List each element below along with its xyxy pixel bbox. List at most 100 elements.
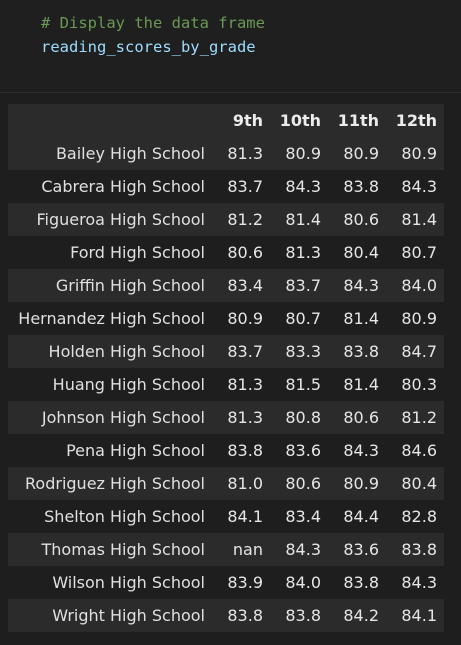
table-cell: 80.3 [401,375,437,394]
table-cell: 84.7 [401,342,437,361]
table-row: Ford High School 80.6 81.3 80.4 80.7 [8,236,444,269]
table-cell: 83.4 [227,276,263,295]
table-row: Wilson High School 83.9 84.0 83.8 84.3 [8,566,444,599]
table-cell: 81.0 [227,474,263,493]
table-cell: 83.7 [227,342,263,361]
column-header-10th: 10th [279,111,321,130]
column-header-12th: 12th [395,111,437,130]
table-cell: 80.4 [401,474,437,493]
table-cell: 80.4 [343,243,379,262]
table-cell: 80.9 [401,144,437,163]
table-cell: 84.3 [285,177,321,196]
table-cell: 84.3 [343,276,379,295]
row-index-label: Wright High School [52,606,205,625]
table-cell: 83.8 [401,540,437,559]
table-cell: nan [232,540,263,559]
table-cell: 84.3 [285,540,321,559]
table-cell: 84.3 [401,177,437,196]
table-cell: 81.5 [285,375,321,394]
table-cell: 83.7 [227,177,263,196]
table-cell: 80.6 [285,474,321,493]
table-cell: 80.9 [285,144,321,163]
row-index-label: Figueroa High School [36,210,205,229]
table-row: Cabrera High School 83.7 84.3 83.8 84.3 [8,170,444,203]
table-cell: 80.9 [343,144,379,163]
table-cell: 83.8 [227,441,263,460]
table-cell: 81.4 [343,375,379,394]
table-row: Holden High School 83.7 83.3 83.8 84.7 [8,335,444,368]
table-cell: 81.4 [343,309,379,328]
table-cell: 80.6 [343,408,379,427]
table-cell: 83.8 [343,342,379,361]
row-index-label: Thomas High School [41,540,206,559]
table-cell: 80.9 [227,309,263,328]
table-cell: 84.4 [343,507,379,526]
table-cell: 81.4 [285,210,321,229]
table-row: Griffin High School 83.4 83.7 84.3 84.0 [8,269,444,302]
row-index-label: Rodriguez High School [25,474,205,493]
table-cell: 83.8 [343,177,379,196]
table-cell: 81.3 [227,375,263,394]
table-cell: 84.0 [285,573,321,592]
row-index-label: Johnson High School [41,408,205,427]
table-header-row: 9th 10th 11th 12th [8,104,444,137]
row-index-label: Ford High School [70,243,205,262]
table-cell: 83.4 [285,507,321,526]
row-index-label: Pena High School [66,441,205,460]
table-cell: 82.8 [401,507,437,526]
table-cell: 84.2 [343,606,379,625]
table-cell: 80.9 [401,309,437,328]
table-row: Thomas High School nan 84.3 83.6 83.8 [8,533,444,566]
row-index-label: Cabrera High School [41,177,205,196]
table-cell: 83.6 [285,441,321,460]
table-cell: 80.7 [401,243,437,262]
code-comment: # Display the data frame [41,14,265,32]
row-index-label: Shelton High School [44,507,205,526]
column-header-index [8,104,212,137]
table-cell: 83.8 [285,606,321,625]
table-cell: 81.3 [227,408,263,427]
table-cell: 80.8 [285,408,321,427]
table-cell: 83.8 [227,606,263,625]
table-cell: 81.2 [401,408,437,427]
table-cell: 84.3 [401,573,437,592]
table-cell: 83.3 [285,342,321,361]
table-cell: 81.3 [227,144,263,163]
table-cell: 81.3 [285,243,321,262]
table-row: Johnson High School 81.3 80.8 80.6 81.2 [8,401,444,434]
table-body: Bailey High School 81.3 80.9 80.9 80.9 Cabrer… [8,137,444,632]
code-variable: reading_scores_by_grade [41,38,256,56]
table-cell: 83.6 [343,540,379,559]
table-row: Wright High School 83.8 83.8 84.2 84.1 [8,599,444,632]
code-cell[interactable]: # Display the data frame reading_scores_… [0,0,461,93]
table-cell: 80.6 [227,243,263,262]
table-cell: 84.3 [343,441,379,460]
column-header-11th: 11th [337,111,379,130]
table-cell: 84.1 [227,507,263,526]
table-cell: 84.0 [401,276,437,295]
row-index-label: Bailey High School [55,144,205,163]
dataframe-table: 9th 10th 11th 12th Bailey High School 81.… [8,104,444,632]
table-cell: 80.9 [343,474,379,493]
table-row: Rodriguez High School 81.0 80.6 80.9 80.4 [8,467,444,500]
table-cell: 84.6 [401,441,437,460]
row-index-label: Holden High School [48,342,205,361]
table-cell: 80.6 [343,210,379,229]
table-cell: 84.1 [401,606,437,625]
table-cell: 83.7 [285,276,321,295]
cell-output: 9th 10th 11th 12th Bailey High School 81.… [0,94,461,645]
table-cell: 81.2 [227,210,263,229]
row-index-label: Wilson High School [52,573,205,592]
column-header-9th: 9th [232,111,263,130]
row-index-label: Hernandez High School [18,309,205,328]
table-row: Figueroa High School 81.2 81.4 80.6 81.4 [8,203,444,236]
table-cell: 81.4 [401,210,437,229]
table-cell: 83.8 [343,573,379,592]
table-row: Huang High School 81.3 81.5 81.4 80.3 [8,368,444,401]
row-index-label: Huang High School [52,375,205,394]
table-cell: 80.7 [285,309,321,328]
row-index-label: Griffin High School [55,276,205,295]
table-row: Bailey High School 81.3 80.9 80.9 80.9 [8,137,444,170]
table-row: Pena High School 83.8 83.6 84.3 84.6 [8,434,444,467]
table-cell: 83.9 [227,573,263,592]
